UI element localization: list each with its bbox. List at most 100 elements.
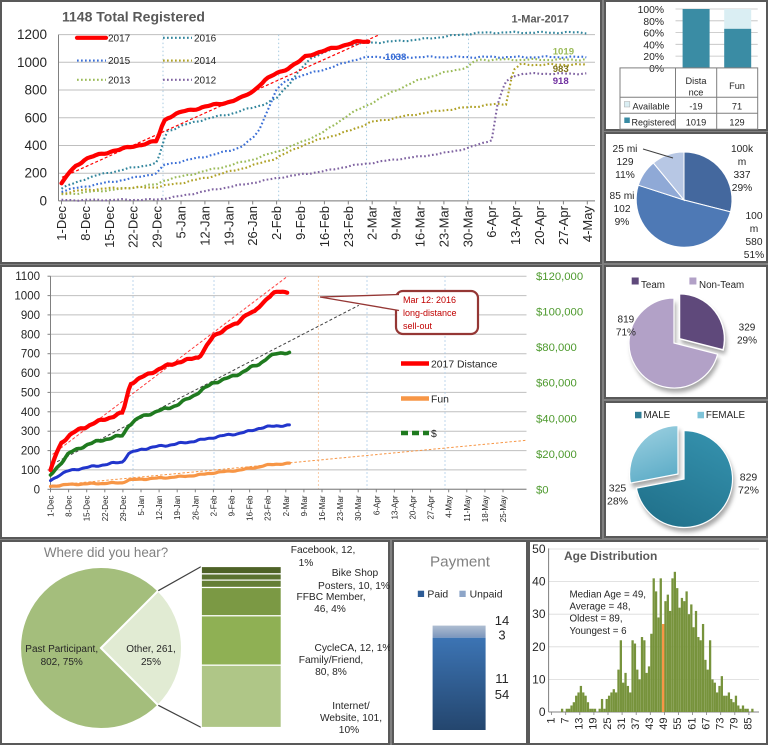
svg-text:9%: 9% (615, 217, 630, 228)
svg-text:Past Participant,: Past Participant, (25, 644, 98, 655)
svg-text:15-Dec: 15-Dec (102, 206, 117, 248)
svg-text:19: 19 (588, 718, 600, 730)
svg-text:nce: nce (689, 88, 704, 98)
svg-text:100%: 100% (638, 5, 664, 16)
svg-text:85: 85 (743, 718, 755, 730)
svg-text:Fun: Fun (431, 395, 449, 406)
svg-text:0: 0 (539, 705, 546, 719)
svg-text:325: 325 (609, 483, 627, 495)
svg-text:26-Jan: 26-Jan (191, 496, 200, 520)
svg-text:918: 918 (553, 76, 570, 87)
svg-text:300: 300 (21, 426, 40, 438)
svg-text:11%: 11% (615, 170, 635, 181)
svg-text:79: 79 (729, 718, 741, 730)
svg-text:8-Dec: 8-Dec (78, 206, 93, 241)
svg-text:4-May: 4-May (580, 206, 595, 243)
svg-text:4-May: 4-May (445, 496, 454, 518)
svg-text:Website, 101,: Website, 101, (320, 713, 382, 724)
svg-text:2-Mar: 2-Mar (365, 205, 380, 240)
svg-text:600: 600 (24, 110, 47, 125)
svg-text:27-Apr: 27-Apr (556, 205, 571, 245)
svg-text:Youngest = 6: Youngest = 6 (570, 626, 628, 637)
svg-text:Median Age = 49,: Median Age = 49, (570, 589, 647, 600)
svg-text:15-Dec: 15-Dec (83, 496, 92, 522)
svg-text:55: 55 (672, 718, 684, 730)
svg-text:1200: 1200 (17, 27, 47, 42)
svg-text:129: 129 (617, 157, 634, 168)
svg-text:Posters, 10, 1%: Posters, 10, 1% (318, 581, 390, 592)
svg-text:1019: 1019 (553, 47, 574, 58)
svg-text:2016: 2016 (194, 33, 217, 44)
svg-text:23-Feb: 23-Feb (264, 495, 273, 521)
svg-text:20-Apr: 20-Apr (409, 495, 418, 519)
svg-text:$20,000: $20,000 (536, 449, 577, 461)
svg-text:16-Feb: 16-Feb (246, 495, 255, 521)
svg-text:Unpaid: Unpaid (470, 589, 503, 600)
svg-text:72%: 72% (738, 485, 759, 497)
svg-text:Other, 261,: Other, 261, (126, 644, 175, 655)
svg-text:Facebook, 12,: Facebook, 12, (291, 545, 356, 556)
svg-text:700: 700 (21, 349, 40, 361)
svg-text:67: 67 (700, 718, 712, 730)
svg-text:3: 3 (498, 628, 505, 643)
svg-text:49: 49 (658, 718, 670, 730)
svg-text:12-Jan: 12-Jan (155, 496, 164, 520)
svg-text:5-Jan: 5-Jan (174, 206, 189, 239)
svg-text:329: 329 (739, 323, 756, 334)
svg-text:580: 580 (746, 237, 763, 248)
svg-text:Available: Available (633, 102, 670, 112)
svg-text:23-Feb: 23-Feb (341, 206, 356, 247)
svg-text:6-Apr: 6-Apr (372, 495, 381, 515)
svg-text:400: 400 (24, 138, 47, 153)
svg-text:9-Mar: 9-Mar (300, 495, 309, 516)
svg-text:2015: 2015 (108, 56, 131, 67)
svg-text:61: 61 (686, 718, 698, 730)
svg-text:829: 829 (740, 472, 758, 484)
svg-text:2-Feb: 2-Feb (209, 495, 218, 516)
svg-text:20%: 20% (643, 52, 664, 63)
svg-text:100k: 100k (731, 144, 754, 155)
svg-text:1000: 1000 (17, 55, 47, 70)
svg-text:71: 71 (732, 102, 742, 112)
svg-text:25%: 25% (141, 657, 161, 668)
svg-text:983: 983 (553, 64, 569, 75)
svg-text:30-Mar: 30-Mar (354, 495, 363, 521)
svg-text:20-Apr: 20-Apr (532, 205, 547, 245)
svg-text:1%: 1% (299, 558, 314, 569)
svg-text:Family/Friend,: Family/Friend, (299, 655, 364, 666)
svg-text:40: 40 (532, 575, 546, 589)
svg-text:10%: 10% (339, 725, 359, 736)
svg-text:50: 50 (532, 542, 546, 556)
svg-text:900: 900 (21, 310, 40, 322)
svg-text:9-Mar: 9-Mar (389, 205, 404, 240)
svg-text:13-Apr: 13-Apr (508, 205, 523, 245)
svg-text:23-Mar: 23-Mar (436, 205, 451, 247)
svg-text:337: 337 (734, 170, 751, 181)
svg-text:9-Feb: 9-Feb (293, 206, 308, 240)
svg-text:29-Dec: 29-Dec (119, 496, 128, 522)
svg-text:Age Distribution: Age Distribution (564, 549, 657, 563)
svg-text:26-Jan: 26-Jan (245, 206, 260, 246)
svg-text:Where did you hear?: Where did you hear? (44, 545, 168, 560)
svg-text:$80,000: $80,000 (536, 342, 577, 354)
svg-text:819: 819 (618, 315, 635, 326)
svg-text:CycleCA, 12, 1%: CycleCA, 12, 1% (314, 643, 390, 654)
svg-text:11-May: 11-May (463, 496, 472, 522)
svg-text:m: m (738, 157, 747, 168)
svg-text:$120,000: $120,000 (536, 271, 583, 283)
svg-text:200: 200 (21, 446, 40, 458)
svg-text:2013: 2013 (108, 75, 131, 86)
svg-text:7: 7 (560, 718, 572, 724)
svg-text:80, 8%: 80, 8% (315, 667, 347, 678)
svg-text:-19: -19 (689, 102, 702, 112)
svg-text:73: 73 (715, 718, 727, 730)
svg-text:23-Mar: 23-Mar (336, 495, 345, 521)
svg-text:sell-out: sell-out (403, 321, 433, 331)
svg-text:80%: 80% (643, 17, 664, 28)
svg-text:13-Apr: 13-Apr (390, 495, 399, 519)
svg-text:FFBC Member,: FFBC Member, (296, 592, 365, 603)
svg-text:25 mi: 25 mi (613, 144, 638, 155)
svg-text:6-Apr: 6-Apr (484, 205, 499, 237)
svg-text:18-May: 18-May (481, 496, 490, 523)
svg-text:Payment: Payment (430, 554, 491, 571)
